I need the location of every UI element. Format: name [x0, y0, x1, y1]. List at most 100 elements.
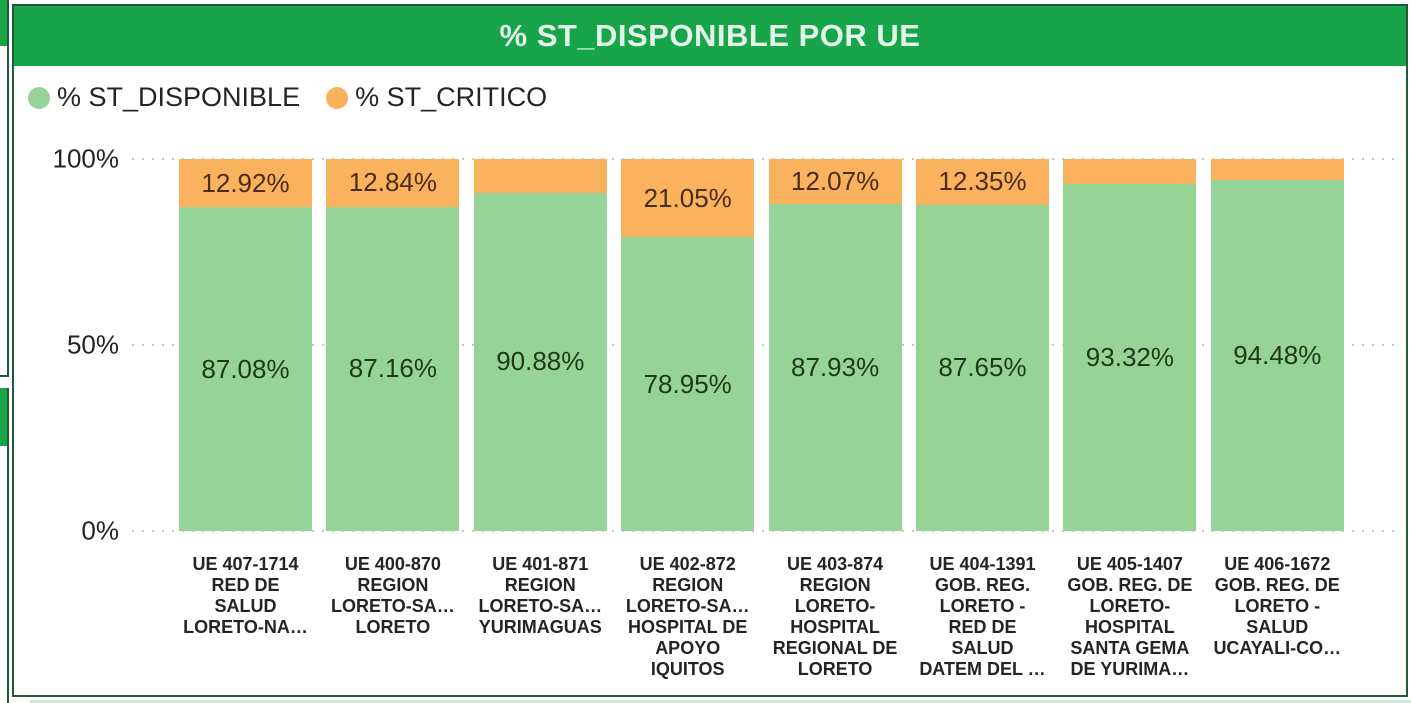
x-axis-category-line: UE 404-1391: [929, 554, 1036, 574]
x-axis-category-line: SALUD: [951, 638, 1014, 658]
x-axis-category-label: UE 404-1391 GOB. REG. LORETO - RED DE SALUD D…: [909, 554, 1056, 680]
x-axis-category-line: UE 402-872: [639, 554, 736, 574]
stacked-bar: 93.32%: [1063, 159, 1197, 531]
chart-title: % ST_DISPONIBLE POR UE: [499, 18, 921, 53]
x-axis-category-line: LORETO: [797, 659, 873, 679]
legend-label-critico: % ST_CRITICO: [355, 82, 548, 112]
bar-value-label-critico: 12.92%: [201, 167, 290, 198]
x-axis-category-line: REGION: [504, 575, 576, 595]
x-axis-category-line: SALUD: [1246, 617, 1309, 637]
bar-value-label-critico: 12.35%: [938, 166, 1027, 197]
stacked-bar: 12.07% 87.93%: [768, 159, 902, 531]
adjacent-card-left-top-header: [0, 0, 7, 46]
x-axis-category-label: UE 401-871 REGION LORETO-SA… YURIMAGUAS: [467, 554, 614, 638]
bar-segment-critico[interactable]: [1063, 159, 1197, 184]
bar-value-label-critico: 12.07%: [791, 165, 880, 196]
adjacent-card-left-bottom: [0, 388, 9, 703]
x-axis-category-line: LORETO-NA…: [183, 617, 308, 637]
bar-segment-disponible[interactable]: 78.95%: [621, 237, 755, 531]
x-axis-category-line: UCAYALI-CO…: [1213, 638, 1342, 658]
x-axis-category-line: REGION: [652, 575, 724, 595]
x-axis-category-line: LORETO -: [1234, 596, 1321, 616]
x-axis-category-line: DE YURIMA…: [1070, 659, 1190, 679]
y-axis-tick-0%: 0%: [81, 515, 119, 546]
x-axis-category-line: LORETO-SA…: [478, 596, 603, 616]
bar-segment-disponible[interactable]: 90.88%: [473, 192, 607, 531]
adjacent-card-bottom-edge: [30, 700, 1411, 703]
bar-value-label-disponible: 87.93%: [791, 351, 880, 382]
x-axis-category-label: UE 405-1407 GOB. REG. DE LORETO- HOSPITAL SA…: [1056, 554, 1203, 680]
stacked-bar: 12.84% 87.16%: [326, 159, 460, 531]
x-axis-category-line: YURIMAGUAS: [478, 617, 602, 637]
x-axis-category-line: UE 400-870: [344, 554, 441, 574]
bar-segment-disponible[interactable]: 87.93%: [768, 203, 902, 531]
x-axis-category-label: UE 402-872 REGION LORETO-SA… HOSPITAL DE APO…: [614, 554, 761, 680]
x-axis-category-line: SANTA GEMA: [1070, 638, 1190, 658]
x-axis-category-line: UE 403-874: [787, 554, 884, 574]
x-axis-category-line: LORETO-: [794, 596, 876, 616]
x-axis-category-line: GOB. REG. DE: [1214, 575, 1340, 595]
gridline-0%: [132, 530, 1398, 532]
bar-segment-critico[interactable]: 12.92%: [179, 159, 312, 208]
x-axis-category-line: REGIONAL DE: [772, 638, 898, 658]
legend: % ST_DISPONIBLE % ST_CRITICO: [28, 82, 547, 113]
legend-label-disponible: % ST_DISPONIBLE: [57, 82, 301, 112]
x-axis-category-line: HOSPITAL: [790, 617, 880, 637]
y-axis-tick-100%: 100%: [52, 143, 120, 174]
bar-segment-critico[interactable]: [1210, 159, 1344, 180]
gridline-50%: [132, 344, 1398, 346]
bar-value-label-disponible: 90.88%: [496, 346, 585, 377]
x-axis-category-line: RED DE: [211, 575, 280, 595]
stacked-bar: 90.88%: [473, 159, 607, 531]
x-axis-category-line: LORETO-SA…: [625, 596, 750, 616]
bar-segment-critico[interactable]: 12.35%: [916, 159, 1049, 205]
stacked-bar: 12.35% 87.65%: [916, 159, 1049, 531]
x-axis-category-label: UE 400-870 REGION LORETO-SA… LORETO: [319, 554, 466, 638]
gridline-100%: [132, 158, 1398, 160]
bar-segment-critico[interactable]: 21.05%: [621, 159, 755, 238]
bar-segment-critico[interactable]: [473, 159, 607, 193]
legend-swatch-critico-icon: [326, 86, 349, 109]
stacked-bar: 21.05% 78.95%: [621, 159, 755, 531]
bar-value-label-critico: 21.05%: [643, 182, 732, 213]
x-axis-category-line: LORETO-SA…: [331, 596, 455, 616]
adjacent-card-left-top: [0, 0, 9, 377]
x-axis-category-line: LORETO-: [1089, 596, 1171, 616]
x-axis-category-line: HOSPITAL DE: [628, 617, 748, 637]
x-axis-category-line: REGION: [357, 575, 429, 595]
x-axis-category-line: REGION: [799, 575, 871, 595]
x-axis-category-line: UE 407-1714: [192, 554, 299, 574]
bar-segment-critico[interactable]: 12.84%: [326, 159, 460, 207]
x-axis-category-line: APOYO: [655, 638, 721, 658]
x-axis-category-line: HOSPITAL: [1085, 617, 1175, 637]
x-axis-category-line: UE 401-871: [492, 554, 589, 574]
legend-item-disponible[interactable]: % ST_DISPONIBLE: [28, 82, 300, 113]
bar-segment-disponible[interactable]: 94.48%: [1210, 179, 1344, 531]
bar-value-label-disponible: 78.95%: [643, 368, 732, 399]
plot-area: 100% 50% 0% 12.92% 87.08% UE 407-1714 RED DE SA…: [14, 6, 1406, 695]
chart-title-bar: % ST_DISPONIBLE POR UE: [14, 6, 1406, 66]
x-axis-category-line: GOB. REG. DE: [1067, 575, 1193, 595]
x-axis-category-line: DATEM DEL …: [919, 659, 1046, 679]
bar-value-label-disponible: 87.16%: [348, 353, 437, 384]
bar-segment-disponible[interactable]: 87.16%: [326, 206, 460, 531]
legend-item-critico[interactable]: % ST_CRITICO: [326, 82, 547, 113]
bar-segment-disponible[interactable]: 87.65%: [916, 204, 1049, 531]
legend-swatch-disponible-icon: [28, 86, 50, 109]
chart-card: % ST_DISPONIBLE POR UE % ST_DISPONIBLE %…: [12, 4, 1408, 697]
stacked-bar: 94.48%: [1210, 159, 1344, 531]
x-axis-category-line: LORETO -: [939, 596, 1026, 616]
bar-segment-disponible[interactable]: 87.08%: [179, 207, 312, 531]
bar-segment-disponible[interactable]: 93.32%: [1063, 183, 1197, 531]
bar-segment-critico[interactable]: 12.07%: [768, 159, 902, 204]
x-axis-category-line: RED DE: [948, 617, 1017, 637]
bar-value-label-disponible: 93.32%: [1085, 341, 1174, 372]
x-axis-category-label: UE 406-1672 GOB. REG. DE LORETO - SALUD UCAY…: [1204, 554, 1351, 659]
bar-value-label-critico: 12.84%: [348, 167, 437, 198]
x-axis-category-line: IQUITOS: [650, 659, 725, 679]
x-axis-category-line: UE 406-1672: [1224, 554, 1331, 574]
x-axis-category-line: GOB. REG.: [934, 575, 1030, 595]
stacked-bar: 12.92% 87.08%: [179, 159, 312, 531]
bar-value-label-disponible: 87.65%: [938, 352, 1027, 383]
